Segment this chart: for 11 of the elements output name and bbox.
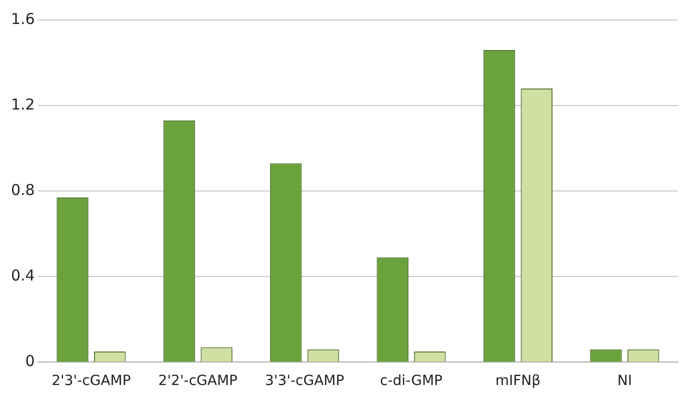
y-tick-label: 1.6 — [10, 10, 35, 28]
x-tick-label: 2'3'-cGAMP — [52, 373, 131, 390]
y-tick-label: 0.4 — [10, 266, 35, 285]
y-tick-label: 1.2 — [10, 95, 35, 114]
x-tick-label: mIFNβ — [495, 373, 541, 390]
x-tick-label: 2'2'-cGAMP — [158, 373, 238, 390]
x-tick-label: NI — [617, 373, 632, 390]
x-tick-label: 3'3'-cGAMP — [264, 373, 344, 390]
y-tick-label: 0 — [25, 352, 35, 370]
y-tick-label: 0.8 — [10, 180, 35, 199]
x-tick-label: c-di-GMP — [380, 373, 443, 390]
